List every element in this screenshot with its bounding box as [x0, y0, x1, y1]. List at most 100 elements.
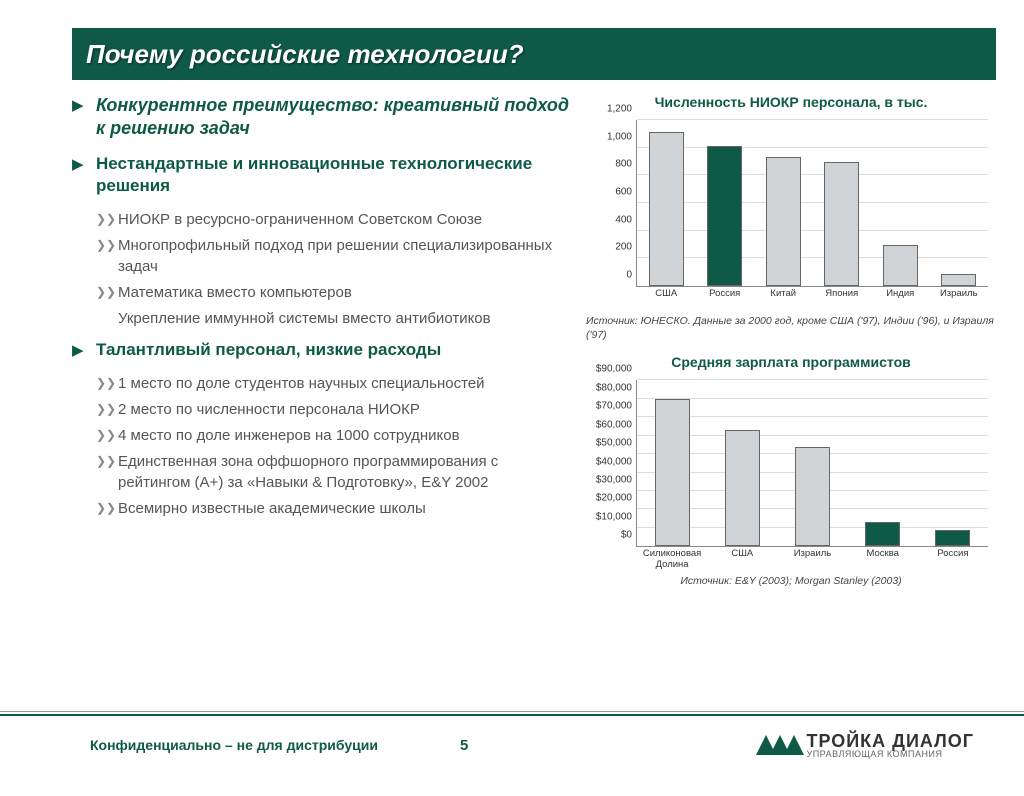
list-item-text: Укрепление иммунной системы вместо антиб… [118, 308, 491, 329]
y-tick-label: 1,200 [607, 104, 637, 115]
x-tick-label: США [637, 286, 696, 299]
sub-list: ❯❯НИОКР в ресурсно-ограниченном Советско… [96, 209, 574, 329]
bullet-icon: ❯❯ [96, 235, 118, 277]
list-item-text: НИОКР в ресурсно-ограниченном Советском … [118, 209, 482, 230]
y-tick-label: $70,000 [596, 401, 637, 412]
y-tick-label: $40,000 [596, 456, 637, 467]
sub-list: ❯❯1 место по доле студентов научных спец… [96, 373, 574, 519]
x-tick-label: Россия [918, 546, 988, 559]
y-tick-label: $50,000 [596, 438, 637, 449]
list-item-text: 2 место по численности персонала НИОКР [118, 399, 420, 420]
confidential-text: Конфиденциально – не для дистрибуции [90, 737, 378, 753]
list-item: ❯❯4 место по доле инженеров на 1000 сотр… [96, 425, 574, 446]
y-tick-label: $90,000 [596, 364, 637, 375]
chart2: $0 $10,000 $20,000 $30,000 $40,000 $50,000 $60… [586, 376, 996, 571]
slide-title: Почему российские технологии? [86, 39, 524, 70]
logo: ТРОЙКА ДИАЛОГ УПРАВЛЯЮЩАЯ КОМПАНИЯ [756, 732, 974, 759]
bullet-icon: ❯❯ [96, 209, 118, 230]
x-tick-label: Япония [813, 286, 872, 299]
list-item: ❯❯НИОКР в ресурсно-ограниченном Советско… [96, 209, 574, 230]
gridline [637, 398, 988, 399]
list-item-text: Многопрофильный подход при решении специ… [118, 235, 574, 277]
x-tick-label: Израиль [777, 546, 847, 559]
chart1: 02004006008001,0001,200СШАРоссияКитайЯпо… [586, 116, 996, 311]
y-tick-label: $30,000 [596, 474, 637, 485]
gridline [637, 379, 988, 380]
page-number: 5 [460, 737, 468, 754]
chart-bar [883, 245, 918, 287]
chart-bar [766, 157, 801, 286]
chart-bar [707, 146, 742, 286]
bullet-icon: ❯❯ [96, 373, 118, 394]
x-tick-label: Силиконовая Долина [637, 546, 707, 570]
y-tick-label: 200 [615, 242, 637, 253]
list-item: ❯❯Единственная зона оффшорного программи… [96, 451, 574, 493]
content-area: ▶ Конкурентное преимущество: креативный … [0, 80, 1024, 601]
section-heading: ▶Нестандартные и инновационные технологи… [72, 153, 574, 197]
chart-bar [865, 522, 900, 546]
arrow-icon: ▶ [72, 339, 96, 361]
chart-bar [649, 132, 684, 286]
x-tick-label: Москва [848, 546, 918, 559]
bullet-icon: ❯❯ [96, 451, 118, 493]
section-heading: ▶Талантливый персонал, низкие расходы [72, 339, 574, 361]
chart-bar [935, 530, 970, 547]
logo-icon [756, 735, 798, 755]
x-tick-label: Израиль [930, 286, 989, 299]
chart-bar [795, 447, 830, 547]
chart-bar [655, 399, 690, 547]
bullet-icon: ❯❯ [96, 425, 118, 446]
y-tick-label: 400 [615, 214, 637, 225]
arrow-icon: ▶ [72, 94, 96, 141]
chart2-title: Средняя зарплата программистов [586, 354, 996, 370]
divider [0, 711, 1024, 712]
list-item: ❯❯Всемирно известные академические школы [96, 498, 574, 519]
main-point: ▶ Конкурентное преимущество: креативный … [72, 94, 574, 141]
y-tick-label: $20,000 [596, 493, 637, 504]
y-tick-label: 0 [626, 270, 637, 281]
bullet-icon: ❯❯ [96, 282, 118, 303]
gridline [637, 416, 988, 417]
y-tick-label: $10,000 [596, 511, 637, 522]
list-item-text: 4 место по доле инженеров на 1000 сотруд… [118, 425, 460, 446]
title-bar: Почему российские технологии? [72, 28, 996, 80]
list-item: ❯❯Математика вместо компьютеров [96, 282, 574, 303]
chart-bar [824, 162, 859, 287]
logo-main-text: ТРОЙКА ДИАЛОГ [806, 732, 974, 750]
y-tick-label: 600 [615, 187, 637, 198]
x-tick-label: США [707, 546, 777, 559]
list-item: ❯❯Многопрофильный подход при решении спе… [96, 235, 574, 277]
gridline [637, 257, 988, 258]
list-item: ❯❯2 место по численности персонала НИОКР [96, 399, 574, 420]
list-item-text: Единственная зона оффшорного программиро… [118, 451, 574, 493]
x-tick-label: Индия [871, 286, 930, 299]
list-item-text: Всемирно известные академические школы [118, 498, 426, 519]
bullet-icon: ❯❯ [96, 498, 118, 519]
gridline [637, 435, 988, 436]
logo-sub-text: УПРАВЛЯЮЩАЯ КОМПАНИЯ [806, 750, 974, 759]
section-title-text: Нестандартные и инновационные технологич… [96, 153, 574, 197]
list-item-text: Математика вместо компьютеров [118, 282, 352, 303]
y-tick-label: $80,000 [596, 382, 637, 393]
gridline [637, 174, 988, 175]
y-tick-label: 1,000 [607, 131, 637, 142]
gridline [637, 202, 988, 203]
y-tick-label: 800 [615, 159, 637, 170]
gridline [637, 147, 988, 148]
y-tick-label: $60,000 [596, 419, 637, 430]
list-item-text: 1 место по доле студентов научных специа… [118, 373, 485, 394]
right-column: Численность НИОКР персонала, в тыс. 0 200… [586, 94, 996, 601]
chart-bar [941, 274, 976, 286]
chart1-title: Численность НИОКР персонала, в тыс. [586, 94, 996, 110]
left-column: ▶ Конкурентное преимущество: креативный … [72, 94, 574, 601]
main-point-text: Конкурентное преимущество: креативный по… [96, 94, 574, 141]
bullet-icon: ❯❯ [96, 399, 118, 420]
chart2-source: Источник: E&Y (2003); Morgan Stanley (20… [586, 575, 996, 589]
arrow-icon: ▶ [72, 153, 96, 197]
x-tick-label: Китай [754, 286, 813, 299]
list-item: ❯❯1 место по доле студентов научных спец… [96, 373, 574, 394]
section-title-text: Талантливый персонал, низкие расходы [96, 339, 441, 361]
y-tick-label: $0 [621, 530, 637, 541]
chart1-source: Источник: ЮНЕСКО. Данные за 2000 год, кр… [586, 315, 996, 342]
chart-bar [725, 430, 760, 546]
